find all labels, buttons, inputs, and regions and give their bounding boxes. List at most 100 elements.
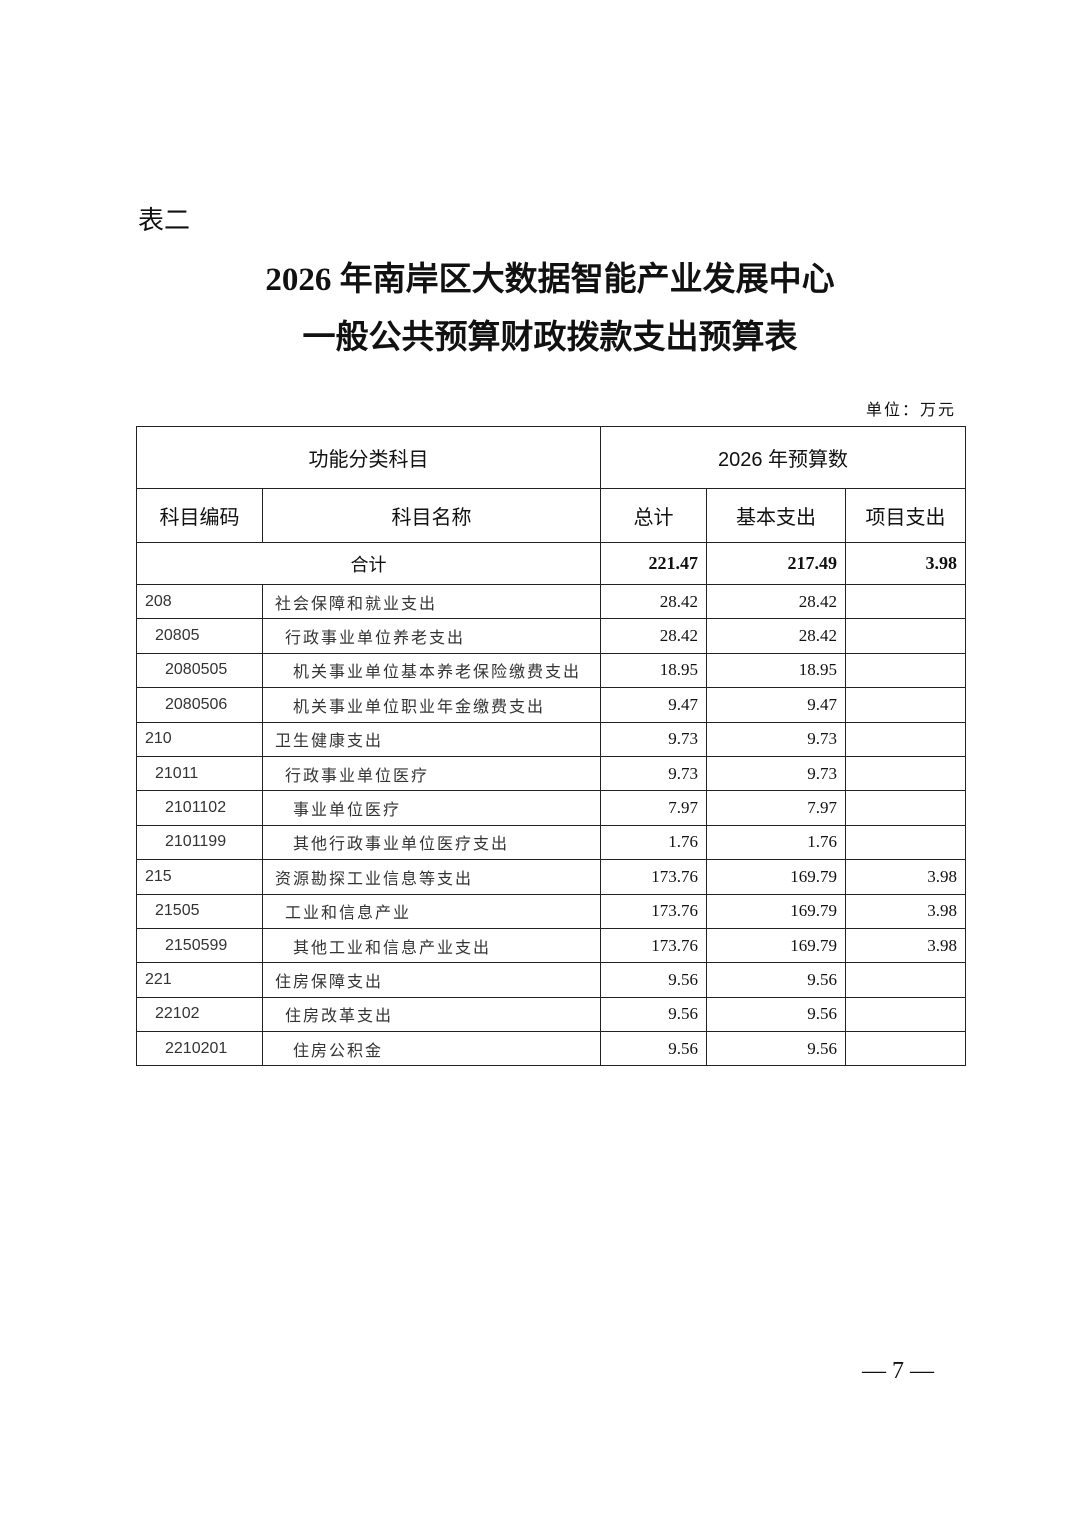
row-name: 机关事业单位职业年金缴费支出 (262, 687, 601, 723)
row-total: 173.76 (600, 893, 707, 929)
row-code: 2101199 (136, 824, 263, 861)
header-group-row: 功能分类科目 2026 年预算数 (136, 426, 967, 489)
row-total: 173.76 (600, 927, 707, 964)
row-total: 7.97 (600, 790, 707, 826)
row-basic: 7.97 (706, 790, 846, 826)
row-name: 行政事业单位医疗 (262, 755, 601, 792)
table-row: 21011 行政事业单位医疗 9.73 9.73 (136, 755, 967, 792)
total-total: 221.47 (600, 542, 707, 585)
row-code: 21505 (136, 893, 263, 929)
row-name: 工业和信息产业 (262, 893, 601, 929)
table-row: 21505 工业和信息产业 173.76 169.79 3.98 (136, 893, 967, 929)
row-name: 其他工业和信息产业支出 (262, 927, 601, 964)
row-basic: 28.42 (706, 618, 846, 654)
row-name: 社会保障和就业支出 (262, 583, 601, 620)
table-row: 2101102 事业单位医疗 7.97 7.97 (136, 790, 967, 826)
unit-note: 单位：万元 (865, 402, 956, 419)
row-project: 3.98 (844, 927, 967, 964)
row-total: 18.95 (600, 652, 707, 689)
row-total: 9.56 (600, 1031, 707, 1067)
row-code: 22102 (136, 996, 263, 1033)
row-basic: 169.79 (706, 893, 846, 929)
row-name: 住房保障支出 (262, 962, 601, 998)
total-basic: 217.49 (706, 542, 846, 585)
row-code: 210 (136, 721, 263, 757)
row-code: 2210201 (136, 1031, 263, 1067)
header-total: 总计 (600, 488, 707, 543)
row-project (844, 755, 967, 792)
row-name: 住房公积金 (262, 1031, 601, 1067)
row-total: 9.73 (600, 721, 707, 757)
total-label: 合计 (136, 542, 601, 585)
row-code: 221 (136, 962, 263, 998)
table-label: 表二 (138, 206, 191, 235)
table-row: 215 资源勘探工业信息等支出 173.76 169.79 3.98 (136, 859, 967, 895)
row-code: 20805 (136, 618, 263, 654)
header-budget-2026: 2026 年预算数 (599, 426, 967, 489)
table-row: 22102 住房改革支出 9.56 9.56 (136, 996, 967, 1033)
total-row: 合计 221.47 217.49 3.98 (136, 542, 967, 585)
row-name: 行政事业单位养老支出 (262, 618, 601, 654)
row-basic: 9.73 (706, 721, 846, 757)
row-project (844, 996, 967, 1033)
row-project (844, 583, 967, 620)
table-row: 221 住房保障支出 9.56 9.56 (136, 962, 967, 998)
page-subtitle: 一般公共预算财政拨款支出预算表 (302, 320, 798, 356)
row-total: 28.42 (600, 618, 707, 654)
header-project: 项目支出 (844, 488, 967, 543)
table-row: 210 卫生健康支出 9.73 9.73 (136, 721, 967, 757)
table-row: 2080505 机关事业单位基本养老保险缴费支出 18.95 18.95 (136, 652, 967, 689)
row-basic: 18.95 (706, 652, 846, 689)
row-basic: 1.76 (706, 824, 846, 861)
table-row: 2080506 机关事业单位职业年金缴费支出 9.47 9.47 (136, 687, 967, 723)
row-basic: 9.56 (706, 996, 846, 1033)
row-project: 3.98 (844, 859, 967, 895)
row-name: 事业单位医疗 (262, 790, 601, 826)
row-basic: 9.56 (706, 962, 846, 998)
row-name: 机关事业单位基本养老保险缴费支出 (262, 652, 601, 689)
row-code: 2150599 (136, 927, 263, 964)
row-total: 9.56 (600, 962, 707, 998)
row-code: 2080505 (136, 652, 263, 689)
row-basic: 169.79 (706, 859, 846, 895)
header-basic: 基本支出 (706, 488, 846, 543)
table-row: 208 社会保障和就业支出 28.42 28.42 (136, 583, 967, 620)
row-basic: 9.47 (706, 687, 846, 723)
budget-table: 功能分类科目 2026 年预算数 科目编码 科目名称 总计 基本支出 项目支出 … (136, 426, 967, 1067)
page-title: 2026 年南岸区大数据智能产业发展中心 (265, 262, 835, 298)
row-basic: 169.79 (706, 927, 846, 964)
table-row: 20805 行政事业单位养老支出 28.42 28.42 (136, 618, 967, 654)
row-total: 9.47 (600, 687, 707, 723)
row-total: 28.42 (600, 583, 707, 620)
row-total: 1.76 (600, 824, 707, 861)
row-code: 215 (136, 859, 263, 895)
row-basic: 28.42 (706, 583, 846, 620)
row-name: 卫生健康支出 (262, 721, 601, 757)
row-basic: 9.56 (706, 1031, 846, 1067)
row-project (844, 652, 967, 689)
total-project: 3.98 (844, 542, 967, 585)
table-row: 2101199 其他行政事业单位医疗支出 1.76 1.76 (136, 824, 967, 861)
row-project (844, 790, 967, 826)
row-name: 资源勘探工业信息等支出 (262, 859, 601, 895)
header-function-category: 功能分类科目 (136, 426, 601, 489)
header-name: 科目名称 (262, 488, 601, 543)
header-column-row: 科目编码 科目名称 总计 基本支出 项目支出 (136, 488, 967, 543)
row-name: 住房改革支出 (262, 996, 601, 1033)
row-project: 3.98 (844, 893, 967, 929)
row-project (844, 824, 967, 861)
row-code: 208 (136, 583, 263, 620)
row-code: 2101102 (136, 790, 263, 826)
table-row: 2150599 其他工业和信息产业支出 173.76 169.79 3.98 (136, 927, 967, 964)
row-project (844, 962, 967, 998)
row-project (844, 1031, 967, 1067)
header-code: 科目编码 (136, 488, 263, 543)
row-total: 9.73 (600, 755, 707, 792)
page-number: — 7 — (862, 1358, 934, 1384)
table-row: 2210201 住房公积金 9.56 9.56 (136, 1031, 967, 1067)
row-project (844, 687, 967, 723)
row-code: 2080506 (136, 687, 263, 723)
row-total: 9.56 (600, 996, 707, 1033)
row-basic: 9.73 (706, 755, 846, 792)
row-project (844, 618, 967, 654)
